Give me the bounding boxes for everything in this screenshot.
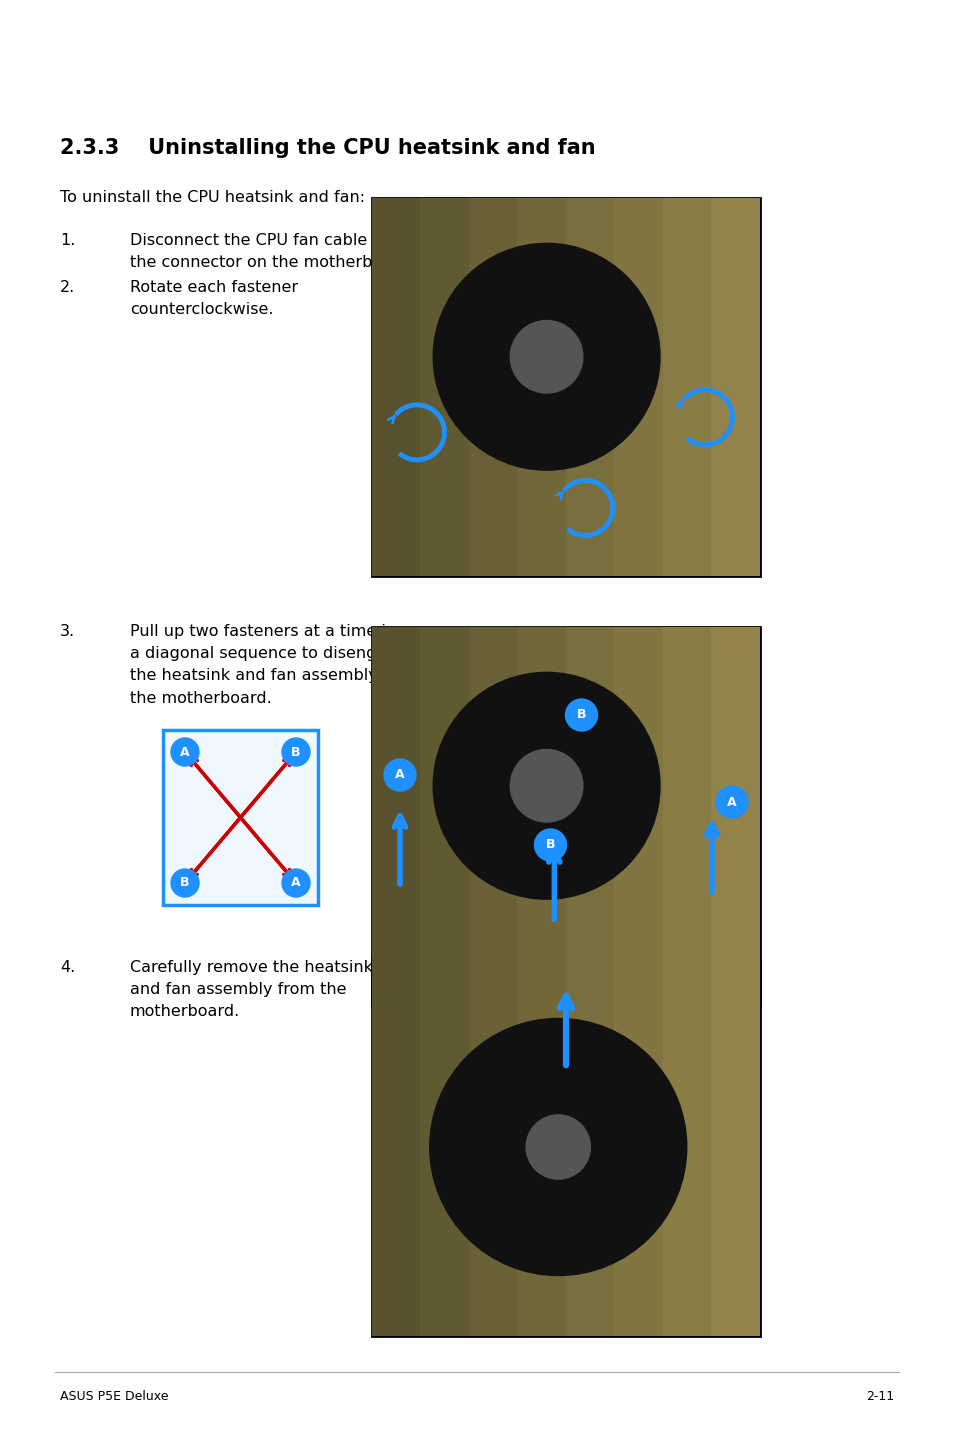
Bar [517, 958, 565, 1336]
Text: Carefully remove the heatsink
and fan assembly from the
motherboard.: Carefully remove the heatsink and fan as… [130, 961, 373, 1020]
Circle shape [565, 699, 597, 731]
Bar [469, 958, 517, 1336]
Bar [662, 198, 711, 577]
Bar [565, 627, 614, 1005]
Text: B: B [291, 745, 300, 758]
Bar [614, 627, 662, 1005]
Bar [420, 627, 469, 1005]
Bar [517, 198, 565, 577]
Bar [372, 958, 420, 1336]
Bar [662, 627, 711, 1005]
Text: A: A [291, 877, 300, 890]
Text: B: B [545, 838, 555, 851]
Text: 1.: 1. [60, 233, 75, 247]
Bar [163, 731, 317, 905]
Circle shape [429, 1018, 686, 1276]
Text: 4.: 4. [60, 961, 75, 975]
Circle shape [510, 749, 582, 823]
Circle shape [510, 321, 582, 393]
Bar [662, 958, 711, 1336]
Text: Disconnect the CPU fan cable from
the connector on the motherboard.: Disconnect the CPU fan cable from the co… [130, 233, 414, 270]
Text: 2.: 2. [60, 280, 75, 295]
Circle shape [433, 243, 659, 470]
Text: ASUS P5E Deluxe: ASUS P5E Deluxe [60, 1391, 169, 1403]
Bar [372, 627, 420, 1005]
Circle shape [282, 738, 310, 766]
Text: Pull up two fasteners at a time in
a diagonal sequence to disengage
the heatsink: Pull up two fasteners at a time in a dia… [130, 624, 420, 706]
Circle shape [525, 1114, 590, 1179]
Text: Rotate each fastener
counterclockwise.: Rotate each fastener counterclockwise. [130, 280, 297, 318]
Bar [711, 958, 760, 1336]
Text: A: A [395, 768, 404, 781]
Text: A: A [726, 795, 736, 808]
Text: 2-11: 2-11 [865, 1391, 893, 1403]
Bar [420, 958, 469, 1336]
Bar [372, 958, 760, 1336]
Circle shape [282, 869, 310, 897]
Text: To uninstall the CPU heatsink and fan:: To uninstall the CPU heatsink and fan: [60, 190, 365, 206]
Bar [711, 627, 760, 1005]
Bar [711, 198, 760, 577]
Bar [614, 958, 662, 1336]
Circle shape [384, 759, 416, 791]
Bar [420, 198, 469, 577]
Circle shape [171, 869, 199, 897]
Text: 3.: 3. [60, 624, 75, 638]
Bar [614, 198, 662, 577]
Bar [372, 198, 760, 577]
Circle shape [534, 828, 566, 861]
Bar [469, 627, 517, 1005]
Text: B: B [577, 709, 586, 722]
Circle shape [716, 787, 747, 818]
Bar [372, 627, 760, 1005]
Circle shape [171, 738, 199, 766]
Circle shape [433, 673, 659, 899]
Text: B: B [180, 877, 190, 890]
Bar [565, 958, 614, 1336]
Bar [372, 198, 420, 577]
Bar [565, 198, 614, 577]
Bar [517, 627, 565, 1005]
Text: A: A [180, 745, 190, 758]
Bar [469, 198, 517, 577]
Text: 2.3.3    Uninstalling the CPU heatsink and fan: 2.3.3 Uninstalling the CPU heatsink and … [60, 138, 595, 158]
